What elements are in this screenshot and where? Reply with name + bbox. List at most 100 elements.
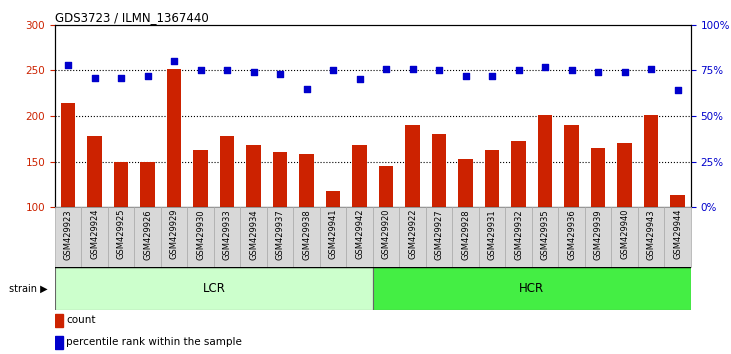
Text: GSM429933: GSM429933 (222, 209, 232, 259)
Point (300, 86, 312, 91)
Bar (479, 207, 505, 267)
Bar (61, 103, 75, 298)
Text: LCR: LCR (202, 282, 225, 295)
Bar (373, 267, 691, 310)
Text: GSM429923: GSM429923 (64, 209, 72, 259)
Bar (405, 125, 420, 298)
Bar (637, 207, 664, 267)
Point (274, 71, 286, 77)
Bar (273, 152, 287, 298)
Text: GSM429942: GSM429942 (355, 209, 364, 259)
Bar (55, 267, 373, 310)
Text: percentile rank within the sample: percentile rank within the sample (66, 337, 242, 348)
Bar (352, 145, 367, 298)
Point (221, 68, 233, 73)
Text: GSM429928: GSM429928 (461, 209, 470, 259)
Text: GSM429925: GSM429925 (116, 209, 126, 259)
Bar (432, 134, 447, 298)
Text: GSM429930: GSM429930 (196, 209, 205, 259)
Text: GSM429936: GSM429936 (567, 209, 576, 259)
Bar (558, 207, 585, 267)
Bar (240, 207, 267, 267)
Text: GSM429929: GSM429929 (170, 209, 178, 259)
Bar (140, 161, 155, 298)
Bar (585, 207, 611, 267)
Bar (220, 136, 235, 298)
Bar (505, 207, 531, 267)
Point (115, 75, 127, 80)
Bar (399, 207, 425, 267)
Point (672, 87, 683, 93)
Point (460, 73, 471, 79)
Bar (452, 207, 479, 267)
Text: GSM429922: GSM429922 (408, 209, 417, 259)
Text: GSM429940: GSM429940 (620, 209, 629, 259)
Bar (531, 207, 558, 267)
Bar (299, 154, 314, 298)
Point (645, 66, 657, 72)
Point (618, 69, 630, 75)
Text: GSM429939: GSM429939 (594, 209, 602, 259)
Point (539, 64, 551, 69)
Text: GSM429920: GSM429920 (382, 209, 390, 259)
Text: GSM429926: GSM429926 (143, 209, 152, 259)
Text: GSM429927: GSM429927 (434, 209, 444, 259)
Bar (511, 141, 526, 298)
Text: GSM429934: GSM429934 (249, 209, 258, 259)
Point (88, 75, 100, 80)
Point (194, 68, 206, 73)
Text: GSM429941: GSM429941 (328, 209, 338, 259)
Text: GSM429938: GSM429938 (302, 209, 311, 259)
Bar (81, 207, 108, 267)
Bar (319, 207, 346, 267)
Point (433, 68, 445, 73)
Bar (379, 166, 393, 298)
Point (566, 68, 577, 73)
Point (248, 69, 260, 75)
Bar (213, 207, 240, 267)
Bar (326, 191, 341, 298)
Point (168, 58, 180, 64)
Bar (617, 143, 632, 298)
Bar (346, 207, 373, 267)
Text: HCR: HCR (519, 282, 545, 295)
Bar (55, 336, 63, 349)
Text: strain ▶: strain ▶ (9, 284, 48, 293)
Point (592, 69, 604, 75)
Point (406, 66, 418, 72)
Bar (267, 207, 293, 267)
Bar (293, 207, 319, 267)
Point (62, 62, 74, 68)
Bar (55, 207, 81, 267)
Bar (611, 207, 637, 267)
Bar (485, 150, 499, 298)
Text: GSM429943: GSM429943 (646, 209, 656, 259)
Bar (55, 314, 63, 326)
Bar (664, 207, 691, 267)
Point (512, 68, 524, 73)
Bar (644, 115, 659, 298)
Text: GSM429937: GSM429937 (276, 209, 284, 259)
Point (327, 68, 339, 73)
Bar (564, 125, 579, 298)
Text: GSM429931: GSM429931 (488, 209, 496, 259)
Bar (538, 115, 553, 298)
Point (142, 73, 154, 79)
Bar (458, 159, 473, 298)
Point (380, 66, 392, 72)
Bar (161, 207, 187, 267)
Bar (425, 207, 452, 267)
Bar (591, 148, 605, 298)
Text: GSM429935: GSM429935 (540, 209, 550, 259)
Text: GDS3723 / ILMN_1367440: GDS3723 / ILMN_1367440 (55, 11, 208, 24)
Bar (167, 69, 181, 298)
Point (486, 73, 498, 79)
Text: GSM429932: GSM429932 (514, 209, 523, 259)
Text: count: count (66, 315, 96, 325)
Text: GSM429924: GSM429924 (90, 209, 99, 259)
Bar (87, 136, 102, 298)
Bar (193, 150, 208, 298)
Point (354, 76, 366, 82)
Bar (187, 207, 213, 267)
Bar (670, 195, 685, 298)
